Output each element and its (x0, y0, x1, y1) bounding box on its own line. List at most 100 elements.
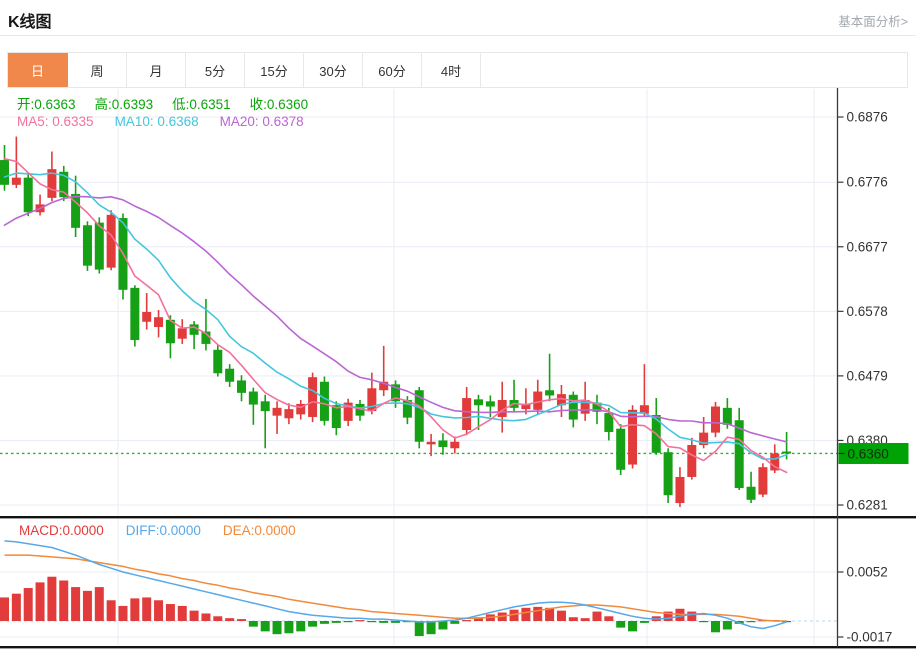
candle-body[interactable] (426, 441, 436, 445)
candle-body[interactable] (94, 222, 104, 270)
candle-body[interactable] (248, 391, 258, 405)
macd-value: MACD:0.0000 (19, 523, 104, 538)
candle-body[interactable] (485, 401, 495, 407)
candle-body[interactable] (687, 445, 697, 477)
candle-body[interactable] (106, 214, 116, 268)
candle-body[interactable] (189, 324, 199, 335)
candle-body[interactable] (533, 391, 543, 410)
candle-body[interactable] (165, 319, 175, 344)
candle-body[interactable] (154, 317, 164, 327)
candle-body[interactable] (11, 177, 21, 185)
candle-body[interactable] (734, 420, 744, 489)
high-value: 高:0.6393 (94, 97, 154, 112)
candle-body[interactable] (142, 311, 152, 322)
ma10-line (3, 172, 788, 460)
candle-body[interactable] (438, 440, 448, 447)
macd-bar (94, 587, 104, 621)
candle-body[interactable] (308, 377, 318, 417)
macd-bar (628, 621, 638, 632)
candle-body[interactable] (782, 451, 792, 454)
candle-body[interactable] (59, 171, 69, 198)
candle-body[interactable] (47, 169, 57, 198)
macd-bar (556, 610, 566, 621)
candle-body[interactable] (639, 405, 649, 414)
macd-bar (711, 621, 720, 633)
macd-bar (225, 618, 235, 621)
candle-body[interactable] (770, 453, 780, 471)
candle-body[interactable] (82, 225, 92, 266)
candle-body[interactable] (450, 441, 460, 449)
macd-bar (308, 621, 318, 627)
low-value: 低:0.6351 (172, 97, 231, 112)
candle-body[interactable] (379, 381, 389, 391)
tab-4hour[interactable]: 4时 (422, 53, 481, 87)
ma5-value: MA5: 0.6335 (17, 114, 94, 129)
candle-body[interactable] (604, 413, 614, 432)
candle-body[interactable] (497, 400, 507, 417)
candle-body[interactable] (272, 407, 282, 416)
candle-body[interactable] (237, 380, 246, 393)
candle-body[interactable] (296, 403, 306, 415)
candle-body[interactable] (391, 384, 401, 402)
macd-bar (509, 609, 519, 621)
macd-bar (130, 598, 140, 621)
candle-body[interactable] (758, 467, 768, 495)
macd-bar (11, 593, 21, 621)
candle-body[interactable] (284, 409, 294, 419)
ma5-line (3, 157, 788, 474)
candle-body[interactable] (663, 452, 673, 496)
fundamental-analysis-link[interactable]: 基本面分析> (838, 15, 908, 29)
tab-week[interactable]: 周 (68, 53, 127, 87)
candle-body[interactable] (746, 486, 756, 500)
candle-body[interactable] (177, 328, 187, 339)
diff-value: DIFF:0.0000 (125, 523, 201, 538)
macd-bar (23, 588, 33, 621)
candle-body[interactable] (402, 400, 412, 418)
candle-body[interactable] (213, 349, 223, 374)
ma10-value: MA10: 0.6368 (114, 114, 199, 129)
y-axis-label: 0.6479 (847, 368, 888, 383)
candle-body[interactable] (355, 403, 365, 416)
candle-body[interactable] (616, 428, 626, 470)
candle-body[interactable] (545, 390, 555, 396)
y-axis-label: 0.6578 (847, 304, 888, 319)
tab-30min[interactable]: 30分 (304, 53, 363, 87)
candle-body[interactable] (556, 394, 566, 406)
candle-body[interactable] (414, 390, 424, 442)
tab-60min[interactable]: 60分 (363, 53, 422, 87)
candle-body[interactable] (474, 399, 483, 406)
candle-body[interactable] (367, 388, 377, 412)
macd-bar (59, 580, 69, 621)
candle-body[interactable] (343, 402, 353, 421)
candle-body[interactable] (260, 401, 270, 412)
candle-body[interactable] (71, 193, 81, 228)
candle-body[interactable] (580, 400, 590, 414)
candle-body[interactable] (331, 405, 341, 429)
candle-body[interactable] (462, 398, 472, 431)
candle-body[interactable] (201, 331, 211, 344)
tab-day[interactable]: 日 (8, 53, 68, 87)
tab-5min[interactable]: 5分 (186, 53, 245, 87)
bottom-border (0, 646, 916, 649)
candle-body[interactable] (628, 409, 638, 465)
macd-bar (414, 621, 424, 637)
candle-body[interactable] (521, 403, 531, 410)
close-value: 收:0.6360 (249, 97, 309, 112)
ma20-value: MA20: 0.6378 (219, 114, 304, 129)
macd-bar (391, 621, 401, 623)
tab-month[interactable]: 月 (127, 53, 186, 87)
tab-15min[interactable]: 15分 (245, 53, 304, 87)
candle-body[interactable] (592, 402, 602, 412)
macd-bar (379, 621, 389, 623)
candle-body[interactable] (23, 177, 33, 213)
candle-body[interactable] (0, 160, 9, 185)
candle-body[interactable] (130, 287, 140, 341)
candle-body[interactable] (699, 432, 709, 446)
candle-body[interactable] (568, 394, 578, 420)
candle-body[interactable] (319, 381, 329, 421)
candle-body[interactable] (711, 406, 720, 433)
candle-body[interactable] (722, 407, 732, 425)
candle-body[interactable] (675, 476, 685, 504)
candle-body[interactable] (225, 368, 235, 382)
